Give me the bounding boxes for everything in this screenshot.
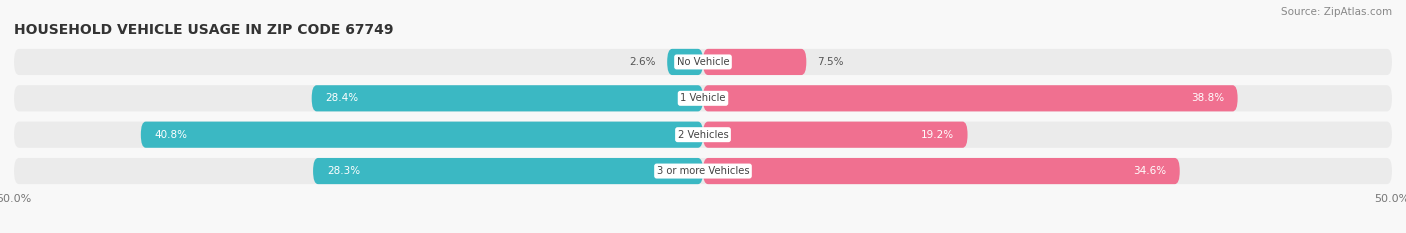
Text: 28.4%: 28.4% xyxy=(325,93,359,103)
FancyBboxPatch shape xyxy=(14,158,1392,184)
Text: 1 Vehicle: 1 Vehicle xyxy=(681,93,725,103)
FancyBboxPatch shape xyxy=(14,85,1392,111)
Text: 3 or more Vehicles: 3 or more Vehicles xyxy=(657,166,749,176)
FancyBboxPatch shape xyxy=(703,158,1180,184)
FancyBboxPatch shape xyxy=(703,49,807,75)
FancyBboxPatch shape xyxy=(668,49,703,75)
Text: 38.8%: 38.8% xyxy=(1191,93,1223,103)
Text: 2 Vehicles: 2 Vehicles xyxy=(678,130,728,140)
Text: 34.6%: 34.6% xyxy=(1133,166,1166,176)
Text: No Vehicle: No Vehicle xyxy=(676,57,730,67)
FancyBboxPatch shape xyxy=(703,85,1237,111)
Text: 19.2%: 19.2% xyxy=(921,130,953,140)
FancyBboxPatch shape xyxy=(312,85,703,111)
Text: 40.8%: 40.8% xyxy=(155,130,187,140)
Text: 2.6%: 2.6% xyxy=(630,57,657,67)
FancyBboxPatch shape xyxy=(314,158,703,184)
Text: 7.5%: 7.5% xyxy=(817,57,844,67)
Text: HOUSEHOLD VEHICLE USAGE IN ZIP CODE 67749: HOUSEHOLD VEHICLE USAGE IN ZIP CODE 6774… xyxy=(14,23,394,37)
Text: Source: ZipAtlas.com: Source: ZipAtlas.com xyxy=(1281,7,1392,17)
FancyBboxPatch shape xyxy=(14,49,1392,75)
Text: 28.3%: 28.3% xyxy=(326,166,360,176)
FancyBboxPatch shape xyxy=(141,122,703,148)
FancyBboxPatch shape xyxy=(703,122,967,148)
FancyBboxPatch shape xyxy=(14,122,1392,148)
